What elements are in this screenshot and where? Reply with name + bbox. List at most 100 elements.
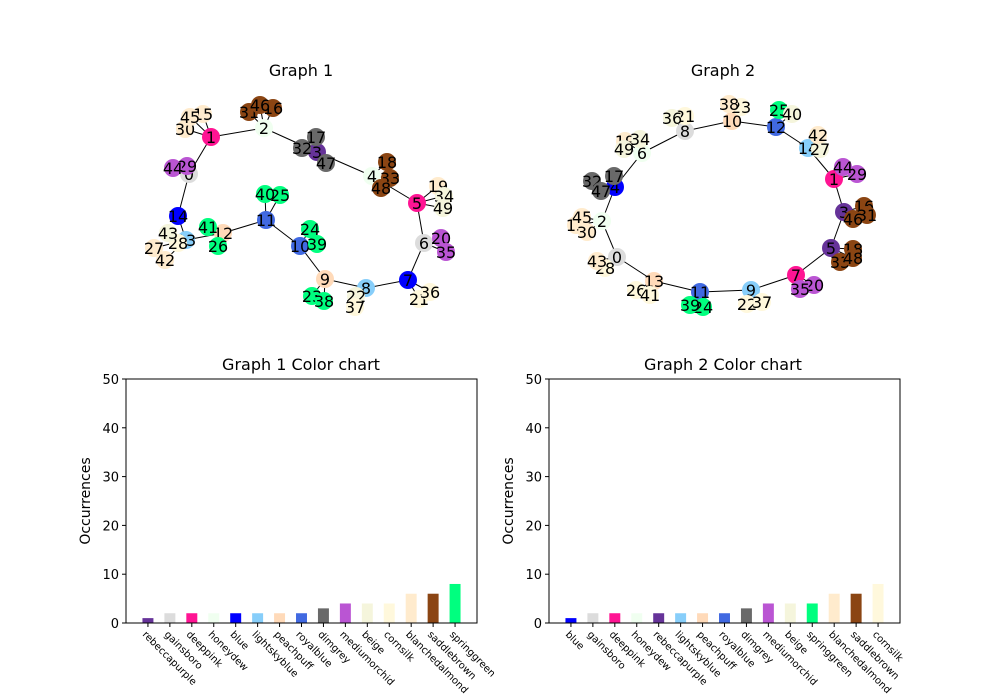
graph-node	[641, 286, 659, 304]
graph-node-label: 47	[316, 154, 336, 173]
graph-node	[293, 139, 311, 157]
graph-node-label: 40	[782, 105, 802, 124]
graph-node	[255, 119, 273, 137]
graph-node	[822, 239, 840, 257]
y-tick-label: 10	[525, 568, 542, 583]
graph-node-label: 37	[345, 298, 365, 317]
graph-node	[791, 280, 809, 298]
graph-node	[767, 118, 785, 136]
bar	[186, 613, 198, 623]
bar	[828, 593, 840, 623]
bar	[427, 593, 439, 623]
y-tick-label: 50	[525, 373, 542, 388]
y-tick-label: 20	[525, 519, 542, 534]
chart-2-title: Graph 2 Color chart	[644, 355, 802, 374]
graph-2-network: Graph 2 01234567891011121314151617181920…	[566, 61, 877, 317]
graph-node	[181, 108, 199, 126]
graph-node-label: 42	[155, 251, 175, 270]
graph-node-label: 11	[690, 283, 710, 302]
bar	[274, 613, 286, 623]
graph-2-title: Graph 2	[691, 61, 755, 80]
bar	[252, 613, 264, 623]
graph-node	[627, 281, 645, 299]
graph-node	[145, 239, 163, 257]
graph-1-network: Graph 1 01234567891011121314151617181920…	[144, 61, 456, 317]
graph-node	[316, 270, 334, 288]
graph-node-label: 29	[177, 157, 197, 176]
x-tick-label: blue	[563, 629, 586, 652]
graph-node-label: 0	[612, 248, 622, 267]
chart-axes-frame	[548, 378, 901, 624]
bar	[383, 603, 395, 623]
graph-node	[811, 140, 829, 158]
bar	[339, 603, 351, 623]
graph-node-label: 41	[640, 286, 660, 305]
graph-node-label: 47	[591, 182, 611, 201]
graph-node-label: 44	[163, 159, 183, 178]
graph-node	[408, 194, 426, 212]
graph-node-label: 32	[292, 139, 312, 158]
bar	[164, 613, 176, 623]
bar	[872, 583, 884, 623]
graph-node-label: 43	[587, 252, 607, 271]
y-tick-label: 40	[525, 422, 542, 437]
graph-node	[593, 212, 611, 230]
y-tick-label: 30	[525, 471, 542, 486]
bar	[675, 613, 687, 623]
graph-node-label: 11	[256, 211, 276, 230]
bar	[653, 613, 665, 623]
graph-node-label: 10	[722, 112, 742, 131]
graph-node	[271, 186, 289, 204]
graph-node-label: 37	[752, 293, 772, 312]
graph-node	[159, 224, 177, 242]
graph-node-label: 34	[630, 130, 650, 149]
graph-node-label: 36	[420, 283, 440, 302]
bar	[565, 618, 577, 623]
graph-node-label: 8	[361, 279, 371, 298]
y-tick-label: 0	[534, 617, 542, 632]
graph-node	[805, 276, 823, 294]
graph-node-label: 5	[826, 239, 836, 258]
chart-1-title: Graph 1 Color chart	[222, 355, 380, 374]
graph-node	[378, 153, 396, 171]
graph-node	[753, 293, 771, 311]
bar	[361, 603, 373, 623]
graph-node-label: 39	[680, 296, 700, 315]
graph-2-color-chart: Graph 2 Color chart 01020304050bluegains…	[501, 355, 905, 696]
graph-node	[209, 237, 227, 255]
graph-node-label: 46	[843, 210, 863, 229]
graph-node	[848, 165, 866, 183]
bar	[587, 613, 599, 623]
bar	[740, 608, 752, 623]
graph-node	[605, 167, 623, 185]
graph-node-label: 4	[610, 178, 620, 197]
graph-node	[723, 112, 741, 130]
graph-node-label: 45	[572, 208, 592, 227]
graph-node-label: 5	[412, 194, 422, 213]
bar	[850, 593, 862, 623]
graph-node	[787, 266, 805, 284]
graph-node	[251, 96, 269, 114]
graph-node	[415, 234, 433, 252]
bar	[719, 613, 730, 623]
graph-node-label: 2	[259, 119, 269, 138]
graph-1-nodes: 0123456789101112131415161718192021222324…	[144, 96, 456, 317]
graph-node-label: 14	[168, 207, 188, 226]
graph-1-title: Graph 1	[269, 61, 333, 80]
graph-node	[681, 296, 699, 314]
bar	[449, 583, 461, 623]
graph-node	[588, 252, 606, 270]
graph-node	[437, 243, 455, 261]
bar	[697, 613, 709, 623]
graph-node-label: 3	[312, 143, 322, 162]
graph-node	[844, 249, 862, 267]
chart-axes-frame	[125, 378, 478, 624]
graph-node-label: 35	[790, 280, 810, 299]
graph-node	[608, 248, 626, 266]
graph-node-label: 43	[158, 224, 178, 243]
graph-node-label: 7	[791, 266, 801, 285]
graph-node-label: 42	[808, 126, 828, 145]
graph-node	[578, 223, 596, 241]
graph-node	[257, 211, 275, 229]
